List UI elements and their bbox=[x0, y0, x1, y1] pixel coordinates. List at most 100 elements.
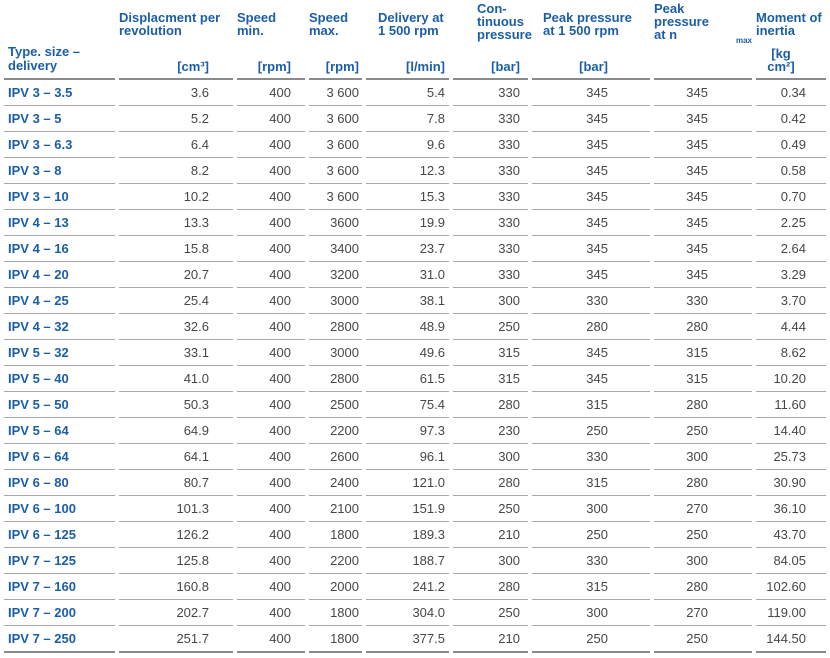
cell-delivery: 61.5 bbox=[366, 366, 449, 392]
cell-speed-max: 3 600 bbox=[309, 158, 362, 184]
cell-peak-pressure-1500: 250 bbox=[532, 418, 650, 444]
cell-continuous-pressure: 280 bbox=[453, 574, 528, 600]
cell-delivery: 304.0 bbox=[366, 600, 449, 626]
cell-speed-min: 400 bbox=[237, 600, 305, 626]
row-label: IPV 6 – 80 bbox=[4, 470, 115, 496]
cell-speed-max: 2000 bbox=[309, 574, 362, 600]
cell-displacement: 8.2 bbox=[119, 158, 233, 184]
cell-moment-of-inertia: 2.25 bbox=[756, 210, 826, 236]
row-label: IPV 7 – 160 bbox=[4, 574, 115, 600]
table-row: IPV 4 – 32 32.6 400 2800 48.9 250 280 28… bbox=[4, 314, 826, 340]
row-label: IPV 7 – 125 bbox=[4, 548, 115, 574]
cell-speed-min: 400 bbox=[237, 444, 305, 470]
cell-speed-min: 400 bbox=[237, 314, 305, 340]
table-row: IPV 5 – 50 50.3 400 2500 75.4 280 315 28… bbox=[4, 392, 826, 418]
cell-displacement: 202.7 bbox=[119, 600, 233, 626]
cell-peak-pressure-nmax: 280 bbox=[654, 574, 752, 600]
cell-displacement: 101.3 bbox=[119, 496, 233, 522]
cell-delivery: 121.0 bbox=[366, 470, 449, 496]
cell-speed-min: 400 bbox=[237, 392, 305, 418]
cell-peak-pressure-1500: 315 bbox=[532, 392, 650, 418]
cell-peak-pressure-nmax: 345 bbox=[654, 132, 752, 158]
cell-speed-min: 400 bbox=[237, 262, 305, 288]
cell-peak-pressure-nmax: 270 bbox=[654, 496, 752, 522]
cell-delivery: 23.7 bbox=[366, 236, 449, 262]
cell-delivery: 12.3 bbox=[366, 158, 449, 184]
cell-continuous-pressure: 300 bbox=[453, 444, 528, 470]
column-header-speed-min: Speed min. [rpm] bbox=[237, 2, 305, 80]
cell-speed-min: 400 bbox=[237, 288, 305, 314]
cell-moment-of-inertia: 0.42 bbox=[756, 106, 826, 132]
cell-peak-pressure-1500: 330 bbox=[532, 444, 650, 470]
cell-continuous-pressure: 230 bbox=[453, 418, 528, 444]
cell-continuous-pressure: 300 bbox=[453, 288, 528, 314]
cell-displacement: 125.8 bbox=[119, 548, 233, 574]
column-title: Speed max. bbox=[309, 10, 349, 38]
cell-displacement: 33.1 bbox=[119, 340, 233, 366]
row-label: IPV 4 – 25 bbox=[4, 288, 115, 314]
cell-peak-pressure-nmax: 250 bbox=[654, 418, 752, 444]
cell-peak-pressure-nmax: 315 bbox=[654, 366, 752, 392]
cell-continuous-pressure: 210 bbox=[453, 522, 528, 548]
column-header-delivery: Delivery at 1 500 rpm [l/min] bbox=[366, 2, 449, 80]
cell-peak-pressure-1500: 345 bbox=[532, 80, 650, 106]
cell-speed-min: 400 bbox=[237, 210, 305, 236]
cell-moment-of-inertia: 2.64 bbox=[756, 236, 826, 262]
cell-speed-max: 2400 bbox=[309, 470, 362, 496]
cell-speed-max: 2800 bbox=[309, 314, 362, 340]
table-row: IPV 3 – 3.5 3.6 400 3 600 5.4 330 345 34… bbox=[4, 80, 826, 106]
cell-speed-max: 1800 bbox=[309, 600, 362, 626]
row-label: IPV 5 – 32 bbox=[4, 340, 115, 366]
cell-moment-of-inertia: 8.62 bbox=[756, 340, 826, 366]
table-row: IPV 3 – 10 10.2 400 3 600 15.3 330 345 3… bbox=[4, 184, 826, 210]
table-row: IPV 5 – 32 33.1 400 3000 49.6 315 345 31… bbox=[4, 340, 826, 366]
cell-delivery: 97.3 bbox=[366, 418, 449, 444]
cell-peak-pressure-nmax: 270 bbox=[654, 600, 752, 626]
cell-continuous-pressure: 315 bbox=[453, 366, 528, 392]
cell-displacement: 6.4 bbox=[119, 132, 233, 158]
cell-moment-of-inertia: 10.20 bbox=[756, 366, 826, 392]
table-row: IPV 6 – 100 101.3 400 2100 151.9 250 300… bbox=[4, 496, 826, 522]
cell-displacement: 80.7 bbox=[119, 470, 233, 496]
column-unit: Type. size – delivery bbox=[8, 44, 81, 73]
cell-continuous-pressure: 280 bbox=[453, 392, 528, 418]
table-row: IPV 4 – 20 20.7 400 3200 31.0 330 345 34… bbox=[4, 262, 826, 288]
row-label: IPV 3 – 10 bbox=[4, 184, 115, 210]
cell-delivery: 377.5 bbox=[366, 626, 449, 653]
cell-peak-pressure-1500: 345 bbox=[532, 236, 650, 262]
cell-peak-pressure-nmax: 330 bbox=[654, 288, 752, 314]
cell-displacement: 15.8 bbox=[119, 236, 233, 262]
cell-continuous-pressure: 250 bbox=[453, 600, 528, 626]
column-unit: [rpm] bbox=[325, 59, 359, 74]
cell-continuous-pressure: 280 bbox=[453, 470, 528, 496]
cell-moment-of-inertia: 144.50 bbox=[756, 626, 826, 653]
header-row: Type. size – delivery Displacment per re… bbox=[4, 2, 826, 80]
row-label: IPV 7 – 200 bbox=[4, 600, 115, 626]
table-row: IPV 7 – 200 202.7 400 1800 304.0 250 300… bbox=[4, 600, 826, 626]
cell-moment-of-inertia: 84.05 bbox=[756, 548, 826, 574]
cell-delivery: 9.6 bbox=[366, 132, 449, 158]
cell-peak-pressure-1500: 345 bbox=[532, 366, 650, 392]
row-label: IPV 6 – 100 bbox=[4, 496, 115, 522]
table-row: IPV 6 – 64 64.1 400 2600 96.1 300 330 30… bbox=[4, 444, 826, 470]
cell-speed-max: 1800 bbox=[309, 522, 362, 548]
cell-delivery: 19.9 bbox=[366, 210, 449, 236]
cell-speed-max: 3 600 bbox=[309, 132, 362, 158]
table-row: IPV 6 – 125 126.2 400 1800 189.3 210 250… bbox=[4, 522, 826, 548]
cell-delivery: 38.1 bbox=[366, 288, 449, 314]
row-label: IPV 4 – 20 bbox=[4, 262, 115, 288]
cell-peak-pressure-nmax: 345 bbox=[654, 106, 752, 132]
cell-continuous-pressure: 330 bbox=[453, 132, 528, 158]
cell-peak-pressure-nmax: 345 bbox=[654, 80, 752, 106]
cell-moment-of-inertia: 4.44 bbox=[756, 314, 826, 340]
row-label: IPV 3 – 6.3 bbox=[4, 132, 115, 158]
cell-continuous-pressure: 330 bbox=[453, 184, 528, 210]
cell-moment-of-inertia: 3.70 bbox=[756, 288, 826, 314]
cell-peak-pressure-1500: 250 bbox=[532, 522, 650, 548]
cell-speed-min: 400 bbox=[237, 80, 305, 106]
column-title: Speed min. bbox=[237, 10, 277, 38]
column-title: Displacment per revolution bbox=[119, 10, 221, 38]
table-row: IPV 7 – 125 125.8 400 2200 188.7 300 330… bbox=[4, 548, 826, 574]
cell-peak-pressure-1500: 300 bbox=[532, 600, 650, 626]
row-label: IPV 5 – 64 bbox=[4, 418, 115, 444]
